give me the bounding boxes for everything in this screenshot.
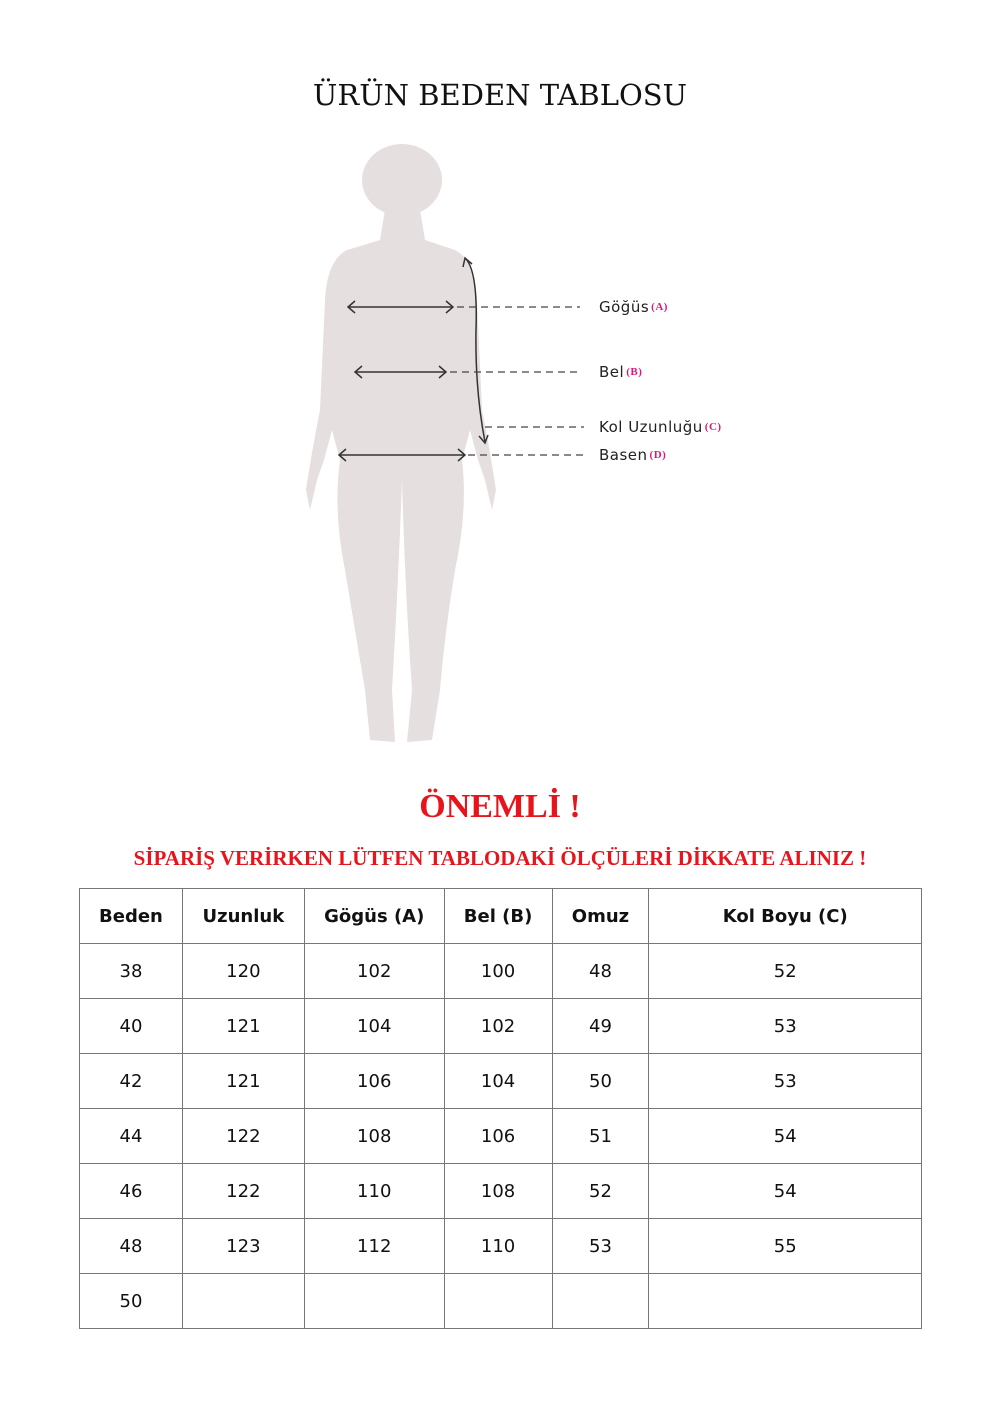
table-cell: 53: [648, 998, 922, 1054]
table-cell: 108: [443, 1163, 553, 1219]
table-cell: 54: [648, 1163, 922, 1219]
label-code: (C): [704, 421, 722, 433]
table-cell: 46: [79, 1163, 183, 1219]
column-header: Bel (B): [443, 888, 553, 944]
table-cell: 53: [551, 1218, 650, 1274]
column-header: Kol Boyu (C): [648, 888, 922, 944]
label-basen: Basen (D): [599, 446, 666, 464]
table-row: 38 120 102 100 48 52: [79, 943, 922, 999]
column-header: Beden: [79, 888, 183, 944]
table-cell: 106: [443, 1108, 553, 1164]
table-cell: 42: [79, 1053, 183, 1109]
column-header: Uzunluk: [181, 888, 305, 944]
table-cell: [443, 1273, 553, 1329]
table-cell: 38: [79, 943, 183, 999]
table-cell: 52: [648, 943, 922, 999]
table-row: 44 122 108 106 51 54: [79, 1108, 922, 1164]
table-row: 46 122 110 108 52 54: [79, 1163, 922, 1219]
table-cell: 120: [181, 943, 305, 999]
table-cell: 100: [443, 943, 553, 999]
label-gogus: Göğüs (A): [599, 298, 668, 316]
table-cell: 110: [443, 1218, 553, 1274]
label-kol-uzunlugu: Kol Uzunluğu (C): [599, 418, 722, 436]
table-cell: 106: [303, 1053, 445, 1109]
silhouette-illustration: [306, 144, 584, 742]
page-title: ÜRÜN BEDEN TABLOSU: [312, 78, 688, 112]
table-cell: 48: [79, 1218, 183, 1274]
table-cell: 122: [181, 1108, 305, 1164]
table-cell: 112: [303, 1218, 445, 1274]
table-cell: 102: [443, 998, 553, 1054]
table-cell: 51: [551, 1108, 650, 1164]
table-cell: 104: [443, 1053, 553, 1109]
size-table: Beden Uzunluk Gögüs (A) Bel (B) Omuz Kol Boyu…: [79, 888, 922, 1329]
notice-text: SİPARİŞ VERİRKEN LÜTFEN TABLODAKİ ÖLÇÜLE…: [133, 846, 867, 870]
table-cell: [303, 1273, 445, 1329]
table-cell: [181, 1273, 305, 1329]
table-cell: 122: [181, 1163, 305, 1219]
table-cell: 50: [551, 1053, 650, 1109]
table-cell: 102: [303, 943, 445, 999]
important-heading: ÖNEMLİ !: [419, 788, 581, 825]
label-code: (A): [651, 301, 668, 313]
table-row: 50: [79, 1273, 922, 1329]
body-silhouette: [306, 144, 496, 742]
table-cell: [551, 1273, 650, 1329]
table-header-row: Beden Uzunluk Gögüs (A) Bel (B) Omuz Kol Boyu…: [79, 888, 922, 944]
label-name: Göğüs: [599, 298, 650, 316]
table-cell: 55: [648, 1218, 922, 1274]
table-cell: 52: [551, 1163, 650, 1219]
table-cell: 123: [181, 1218, 305, 1274]
table-cell: 108: [303, 1108, 445, 1164]
column-header: Omuz: [551, 888, 650, 944]
label-name: Kol Uzunluğu: [599, 418, 703, 436]
table-cell: 110: [303, 1163, 445, 1219]
table-cell: 104: [303, 998, 445, 1054]
table-cell: 40: [79, 998, 183, 1054]
table-cell: 121: [181, 998, 305, 1054]
label-code: (B): [626, 366, 643, 378]
label-name: Basen: [599, 446, 648, 464]
table-row: 48 123 112 110 53 55: [79, 1218, 922, 1274]
table-cell: 44: [79, 1108, 183, 1164]
table-row: 42 121 106 104 50 53: [79, 1053, 922, 1109]
label-bel: Bel (B): [599, 363, 642, 381]
table-cell: 48: [551, 943, 650, 999]
label-code: (D): [649, 449, 667, 461]
label-name: Bel: [599, 363, 625, 381]
table-cell: [648, 1273, 922, 1329]
column-header: Gögüs (A): [303, 888, 445, 944]
body-measurement-figure: Göğüs (A) Bel (B) Kol Uzunluğu (C) Basen (D): [0, 130, 1000, 760]
table-cell: 53: [648, 1053, 922, 1109]
table-cell: 121: [181, 1053, 305, 1109]
table-row: 40 121 104 102 49 53: [79, 998, 922, 1054]
table-cell: 50: [79, 1273, 183, 1329]
table-cell: 54: [648, 1108, 922, 1164]
table-cell: 49: [551, 998, 650, 1054]
